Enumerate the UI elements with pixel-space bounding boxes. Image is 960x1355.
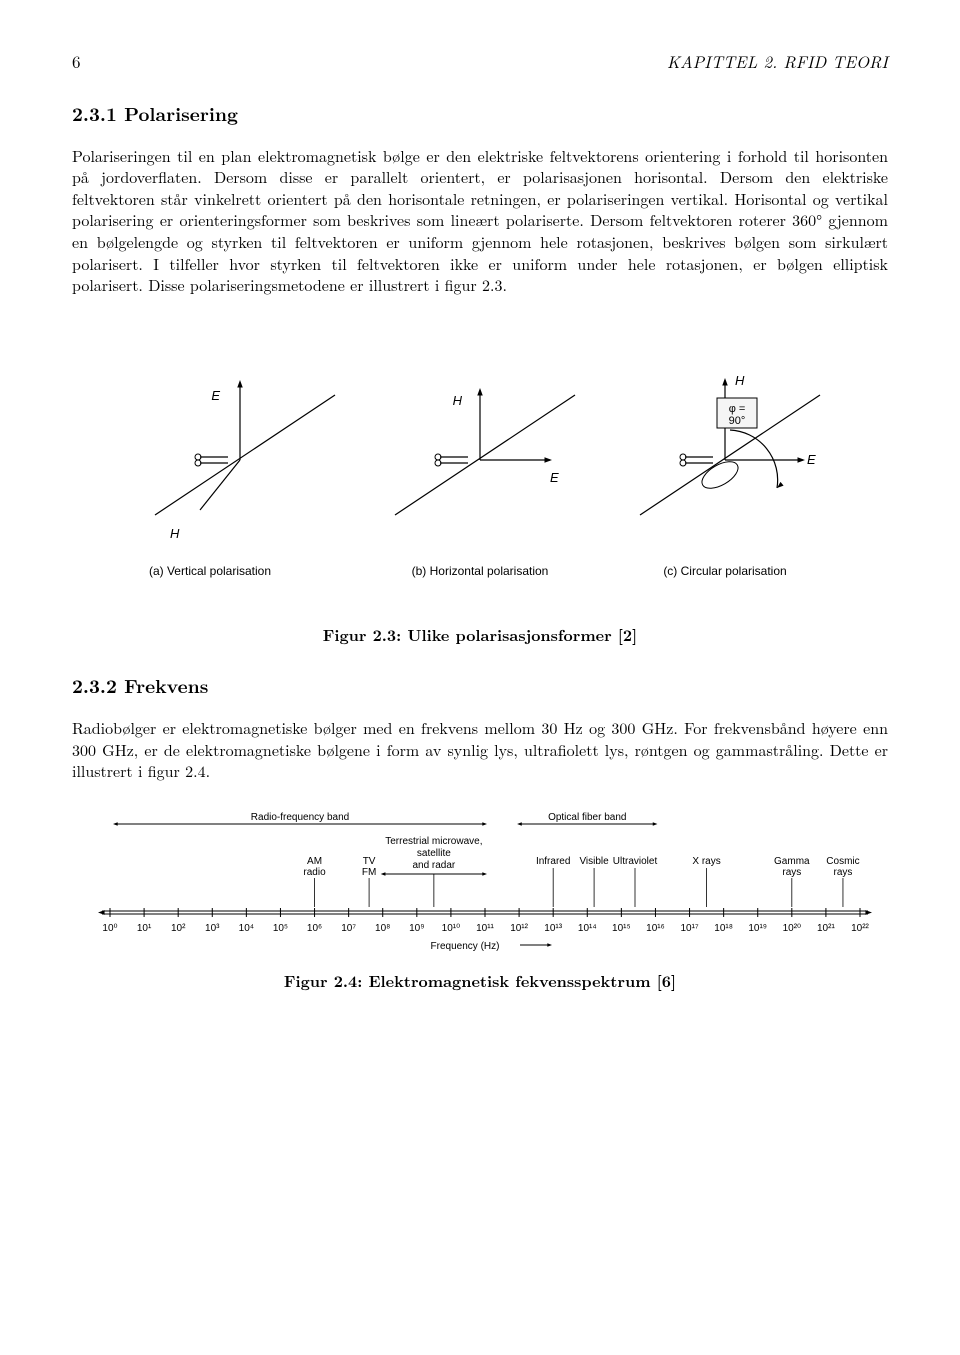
page-number: 6 — [72, 50, 81, 73]
svg-text:10¹⁸: 10¹⁸ — [714, 923, 733, 934]
svg-text:(b) Horizontal polarisation: (b) Horizontal polarisation — [412, 564, 549, 578]
svg-text:AM: AM — [307, 856, 322, 867]
svg-text:10²¹: 10²¹ — [817, 923, 835, 934]
svg-text:90°: 90° — [729, 415, 746, 427]
svg-text:10⁶: 10⁶ — [307, 923, 322, 934]
svg-text:10¹³: 10¹³ — [544, 923, 562, 934]
heading-231: 2.3.1 Polarisering — [72, 101, 888, 127]
svg-text:rays: rays — [782, 867, 801, 878]
svg-text:10³: 10³ — [205, 923, 220, 934]
svg-text:10¹²: 10¹² — [510, 923, 528, 934]
svg-text:10⁹: 10⁹ — [409, 923, 424, 934]
svg-text:E: E — [550, 470, 559, 485]
paragraph-232: Radiobølger er elektromagnetiske bølger … — [72, 717, 888, 782]
svg-text:10¹⁵: 10¹⁵ — [612, 923, 631, 934]
svg-text:10⁸: 10⁸ — [375, 923, 390, 934]
svg-text:TV: TV — [363, 856, 376, 867]
svg-text:FM: FM — [362, 867, 376, 878]
svg-text:(a) Vertical polarisation: (a) Vertical polarisation — [149, 564, 271, 578]
svg-text:rays: rays — [834, 867, 853, 878]
svg-text:Visible: Visible — [579, 856, 609, 867]
svg-text:Ultraviolet: Ultraviolet — [613, 856, 658, 867]
svg-text:10¹⁷: 10¹⁷ — [681, 923, 699, 934]
svg-text:10⁰: 10⁰ — [102, 923, 117, 934]
svg-text:Terrestrial microwave,: Terrestrial microwave, — [385, 836, 482, 847]
svg-text:H: H — [735, 373, 745, 388]
svg-text:10⁷: 10⁷ — [341, 923, 356, 934]
svg-text:10¹: 10¹ — [137, 923, 152, 934]
svg-text:E: E — [807, 452, 816, 467]
figure-23: E H (a) Vertical polarisation H E (b) Horizon… — [72, 320, 888, 646]
figure-24: 10⁰ 10¹ 10² 10³ 10⁴ 10⁵ 10⁶ 10⁷ 10⁸ 10⁹ 10¹⁰ 10¹¹ 10… — [72, 806, 888, 992]
svg-text:radio: radio — [303, 867, 326, 878]
svg-text:E: E — [211, 388, 220, 403]
svg-text:satellite: satellite — [417, 848, 451, 859]
figure-24-caption: Figur 2.4: Elektromagnetisk fekvensspekt… — [72, 970, 888, 992]
svg-text:H: H — [453, 393, 463, 408]
svg-text:Cosmic: Cosmic — [826, 856, 859, 867]
figure-24-svg: 10⁰ 10¹ 10² 10³ 10⁴ 10⁵ 10⁶ 10⁷ 10⁸ 10⁹ 10¹⁰ 10¹¹ 10… — [80, 806, 880, 956]
svg-text:10²²: 10²² — [851, 923, 869, 934]
paragraph-231: Polariseringen til en plan elektromagnet… — [72, 145, 888, 296]
svg-text:H: H — [170, 526, 180, 541]
svg-text:Gamma: Gamma — [774, 856, 810, 867]
figure-23-svg: E H (a) Vertical polarisation H E (b) Horizon… — [100, 320, 860, 610]
svg-text:and radar: and radar — [412, 860, 455, 871]
figure-23-caption: Figur 2.3: Ulike polarisasjonsformer [2] — [72, 624, 888, 646]
svg-text:Frequency (Hz): Frequency (Hz) — [431, 941, 500, 952]
heading-232: 2.3.2 Frekvens — [72, 673, 888, 699]
svg-text:X rays: X rays — [692, 856, 720, 867]
svg-text:10¹⁹: 10¹⁹ — [748, 923, 767, 934]
svg-text:φ =: φ = — [729, 403, 746, 415]
svg-text:Infrared: Infrared — [536, 856, 570, 867]
svg-text:10¹¹: 10¹¹ — [476, 923, 494, 934]
svg-text:10²: 10² — [171, 923, 186, 934]
svg-text:10¹⁰: 10¹⁰ — [442, 923, 460, 934]
svg-text:(c) Circular polarisation: (c) Circular polarisation — [663, 564, 786, 578]
svg-text:10⁴: 10⁴ — [239, 923, 254, 934]
svg-text:10¹⁶: 10¹⁶ — [646, 923, 665, 934]
svg-text:10¹⁴: 10¹⁴ — [578, 923, 597, 934]
page-header: 6 KAPITTEL 2. RFID TEORI — [72, 50, 888, 73]
svg-text:10⁵: 10⁵ — [273, 923, 288, 934]
running-title: KAPITTEL 2. RFID TEORI — [667, 50, 888, 73]
svg-text:Radio-frequency band: Radio-frequency band — [251, 812, 349, 823]
svg-text:10²⁰: 10²⁰ — [783, 923, 801, 934]
svg-text:Optical fiber band: Optical fiber band — [548, 812, 626, 823]
